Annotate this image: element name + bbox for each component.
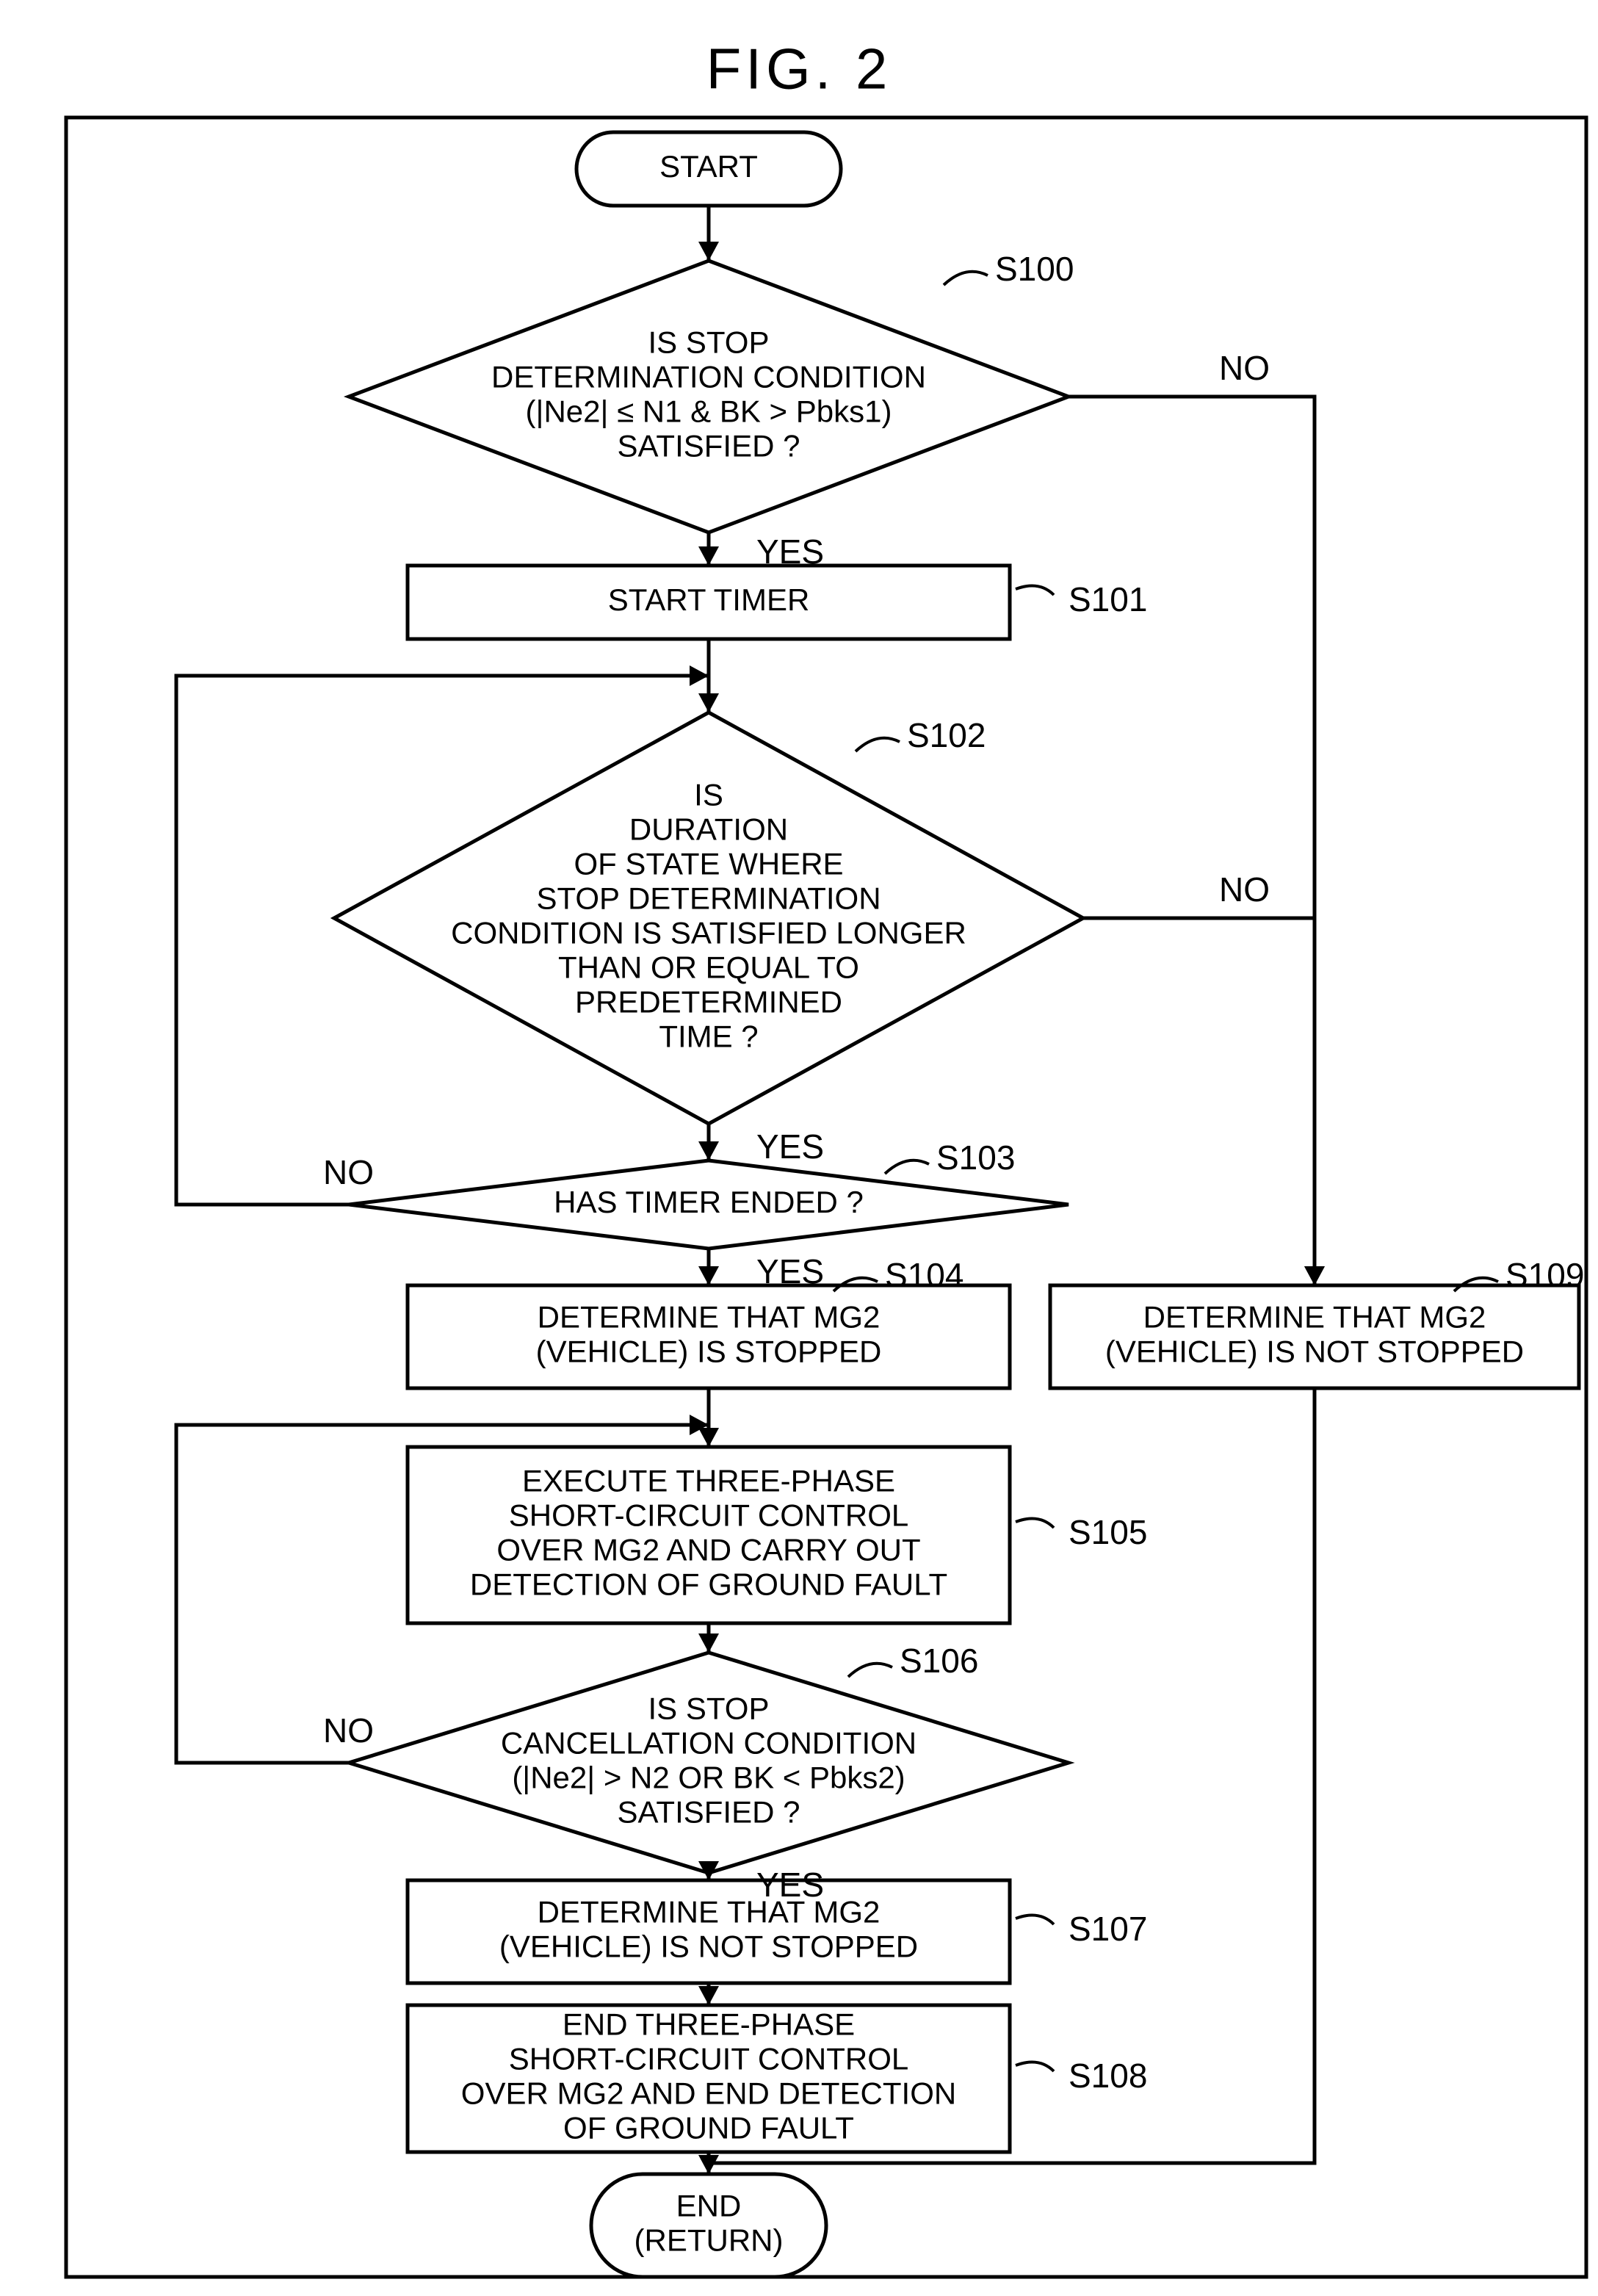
svg-text:SATISFIED ?: SATISFIED ?	[618, 429, 800, 463]
svg-text:(VEHICLE) IS NOT STOPPED: (VEHICLE) IS NOT STOPPED	[499, 1929, 918, 1964]
svg-text:DETERMINE THAT MG2: DETERMINE THAT MG2	[538, 1300, 881, 1335]
svg-text:S104: S104	[885, 1256, 964, 1294]
svg-text:(|Ne2| ≤ N1 & BK > Pbks1): (|Ne2| ≤ N1 & BK > Pbks1)	[526, 394, 892, 429]
svg-text:IS STOP: IS STOP	[648, 325, 770, 360]
svg-text:NO: NO	[1219, 870, 1270, 909]
svg-text:S102: S102	[907, 716, 986, 754]
svg-text:(|Ne2| > N2 OR BK < Pbks2): (|Ne2| > N2 OR BK < Pbks2)	[512, 1761, 905, 1795]
svg-text:S106: S106	[900, 1642, 978, 1680]
svg-text:OF STATE WHERE: OF STATE WHERE	[574, 847, 843, 881]
svg-text:S109: S109	[1505, 1256, 1584, 1294]
svg-text:TIME ?: TIME ?	[659, 1019, 758, 1054]
svg-text:YES: YES	[756, 1866, 824, 1904]
svg-text:THAN OR EQUAL TO: THAN OR EQUAL TO	[558, 950, 859, 985]
svg-text:PREDETERMINED: PREDETERMINED	[575, 985, 842, 1019]
svg-text:SATISFIED ?: SATISFIED ?	[618, 1795, 800, 1830]
svg-text:IS: IS	[694, 777, 723, 812]
svg-text:DETERMINATION CONDITION: DETERMINATION CONDITION	[491, 360, 926, 394]
svg-text:START: START	[659, 149, 758, 184]
svg-text:S103: S103	[936, 1138, 1015, 1177]
svg-text:S105: S105	[1069, 1513, 1147, 1551]
svg-text:IS STOP: IS STOP	[648, 1692, 770, 1726]
svg-text:S107: S107	[1069, 1910, 1147, 1948]
svg-text:DETERMINE THAT MG2: DETERMINE THAT MG2	[1143, 1300, 1486, 1335]
svg-text:OVER MG2 AND END DETECTION: OVER MG2 AND END DETECTION	[461, 2076, 956, 2111]
svg-text:SHORT-CIRCUIT CONTROL: SHORT-CIRCUIT CONTROL	[509, 2042, 908, 2076]
svg-text:S100: S100	[995, 250, 1074, 288]
svg-text:OF GROUND FAULT: OF GROUND FAULT	[563, 2111, 854, 2145]
figure-title: FIG. 2	[706, 37, 892, 101]
svg-text:NO: NO	[1219, 349, 1270, 387]
svg-text:OVER MG2 AND CARRY OUT: OVER MG2 AND CARRY OUT	[496, 1533, 920, 1567]
svg-text:S108: S108	[1069, 2057, 1147, 2095]
svg-text:CONDITION IS SATISFIED LONGER: CONDITION IS SATISFIED LONGER	[451, 916, 966, 950]
svg-text:YES: YES	[756, 1127, 824, 1166]
svg-text:START TIMER: START TIMER	[608, 582, 810, 617]
svg-text:NO: NO	[323, 1153, 374, 1191]
svg-text:DETECTION OF GROUND FAULT: DETECTION OF GROUND FAULT	[470, 1567, 947, 1602]
svg-text:SHORT-CIRCUIT CONTROL: SHORT-CIRCUIT CONTROL	[509, 1498, 908, 1533]
svg-text:(VEHICLE) IS STOPPED: (VEHICLE) IS STOPPED	[536, 1335, 882, 1369]
svg-text:(RETURN): (RETURN)	[634, 2223, 784, 2258]
svg-text:DETERMINE THAT MG2: DETERMINE THAT MG2	[538, 1895, 881, 1929]
flowchart: FIG. 2STARTIS STOPDETERMINATION CONDITIO…	[0, 0, 1598, 2296]
svg-text:STOP DETERMINATION: STOP DETERMINATION	[536, 881, 881, 916]
svg-text:CANCELLATION CONDITION: CANCELLATION CONDITION	[501, 1726, 916, 1761]
svg-text:END THREE-PHASE: END THREE-PHASE	[563, 2007, 855, 2042]
svg-text:HAS TIMER ENDED ?: HAS TIMER ENDED ?	[554, 1185, 864, 1219]
svg-text:END: END	[676, 2189, 742, 2223]
svg-text:DURATION: DURATION	[629, 812, 788, 846]
svg-text:(VEHICLE) IS NOT STOPPED: (VEHICLE) IS NOT STOPPED	[1105, 1335, 1524, 1369]
svg-text:S101: S101	[1069, 580, 1147, 618]
svg-text:NO: NO	[323, 1711, 374, 1750]
svg-text:EXECUTE THREE-PHASE: EXECUTE THREE-PHASE	[522, 1464, 895, 1498]
svg-text:YES: YES	[756, 533, 824, 571]
svg-text:YES: YES	[756, 1252, 824, 1290]
